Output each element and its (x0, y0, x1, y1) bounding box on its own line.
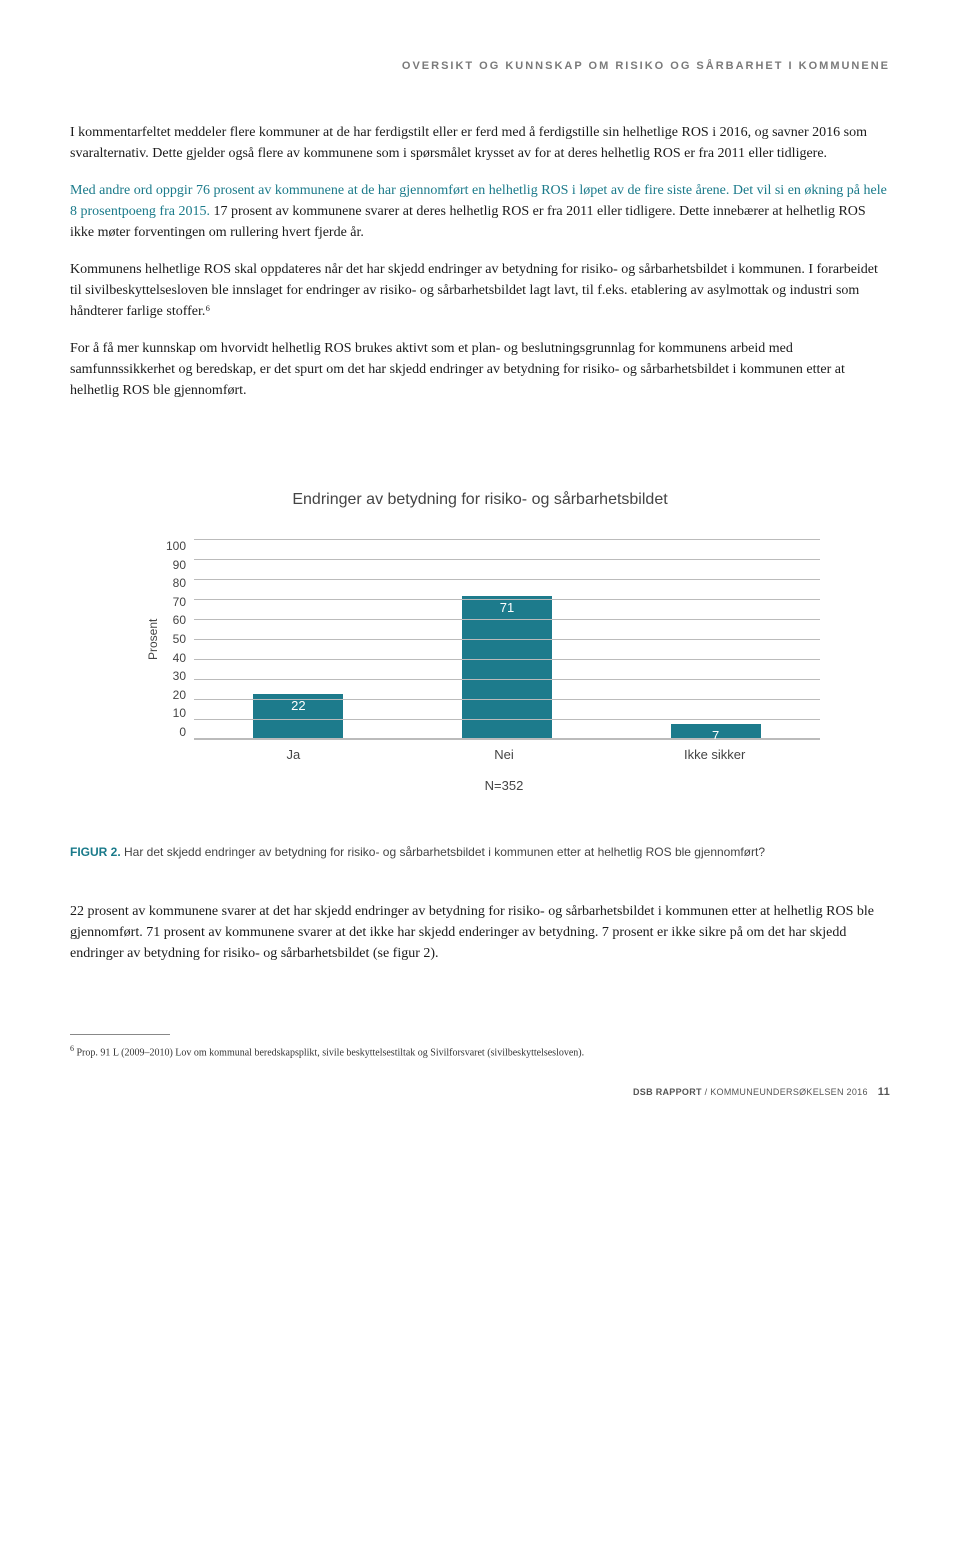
y-tick: 10 (160, 706, 186, 720)
y-tick: 80 (160, 576, 186, 590)
gridline (194, 659, 820, 660)
gridline (194, 639, 820, 640)
paragraph: Med andre ord oppgir 76 prosent av kommu… (70, 180, 890, 243)
paragraph: For å få mer kunnskap om hvorvidt helhet… (70, 338, 890, 401)
chart-n-label: N=352 (188, 778, 820, 793)
y-tick: 50 (160, 632, 186, 646)
footer-sep: / (702, 1087, 710, 1097)
y-tick: 30 (160, 669, 186, 683)
chart-plot: 22 71 7 (194, 539, 820, 739)
x-axis-labels: JaNeiIkke sikker (188, 747, 820, 762)
y-tick: 90 (160, 558, 186, 572)
bar-chart: Endringer av betydning for risiko- og så… (110, 491, 850, 793)
chart-title: Endringer av betydning for risiko- og så… (140, 491, 820, 509)
gridline (194, 579, 820, 580)
y-tick: 40 (160, 651, 186, 665)
paragraph: Kommunens helhetlige ROS skal oppdateres… (70, 259, 890, 322)
paragraph: 22 prosent av kommunene svarer at det ha… (70, 901, 890, 964)
footer-report: DSB RAPPORT (633, 1087, 702, 1097)
figure-caption-text: Har det skjedd endringer av betydning fo… (121, 845, 765, 859)
body-text: I kommentarfeltet meddeler flere kommune… (70, 122, 890, 401)
y-tick: 20 (160, 688, 186, 702)
footnote-marker: 6 (70, 1044, 74, 1053)
gridline (194, 619, 820, 620)
gridline (194, 599, 820, 600)
footnote: 6 Prop. 91 L (2009–2010) Lov om kommunal… (70, 1043, 890, 1060)
y-tick: 60 (160, 613, 186, 627)
gridline (194, 679, 820, 680)
bar-value-label: 7 (671, 728, 761, 743)
page-footer: DSB RAPPORT / KOMMUNEUNDERSØKELSEN 2016 1… (70, 1086, 890, 1098)
page-number: 11 (878, 1086, 890, 1098)
gridline (194, 539, 820, 540)
figure-caption: FIGUR 2. Har det skjedd endringer av bet… (70, 843, 890, 861)
paragraph: I kommentarfeltet meddeler flere kommune… (70, 122, 890, 164)
footnote-text: Prop. 91 L (2009–2010) Lov om kommunal b… (77, 1047, 585, 1058)
bar: 22 (253, 694, 343, 738)
y-tick: 100 (160, 539, 186, 553)
x-tick-label: Ikke sikker (609, 747, 820, 762)
footnote-rule (70, 1034, 170, 1035)
figure-number: FIGUR 2. (70, 845, 121, 859)
bar-value-label: 22 (253, 698, 343, 713)
bar: 7 (671, 724, 761, 738)
gridline (194, 699, 820, 700)
gridline (194, 559, 820, 560)
x-tick-label: Nei (399, 747, 610, 762)
section-header: OVERSIKT OG KUNNSKAP OM RISIKO OG SÅRBAR… (70, 60, 890, 72)
y-axis-label: Prosent (140, 539, 160, 739)
gridline (194, 719, 820, 720)
y-axis-ticks: 1009080706050403020100 (160, 539, 194, 739)
body-text: 22 prosent av kommunene svarer at det ha… (70, 901, 890, 964)
bar-value-label: 71 (462, 600, 552, 615)
bar: 71 (462, 596, 552, 738)
chart-plot-area: Prosent 1009080706050403020100 22717 (140, 539, 820, 739)
y-tick: 0 (160, 725, 186, 739)
gridline (194, 739, 820, 740)
footer-title: KOMMUNEUNDERSØKELSEN 2016 (710, 1087, 868, 1097)
y-tick: 70 (160, 595, 186, 609)
x-tick-label: Ja (188, 747, 399, 762)
